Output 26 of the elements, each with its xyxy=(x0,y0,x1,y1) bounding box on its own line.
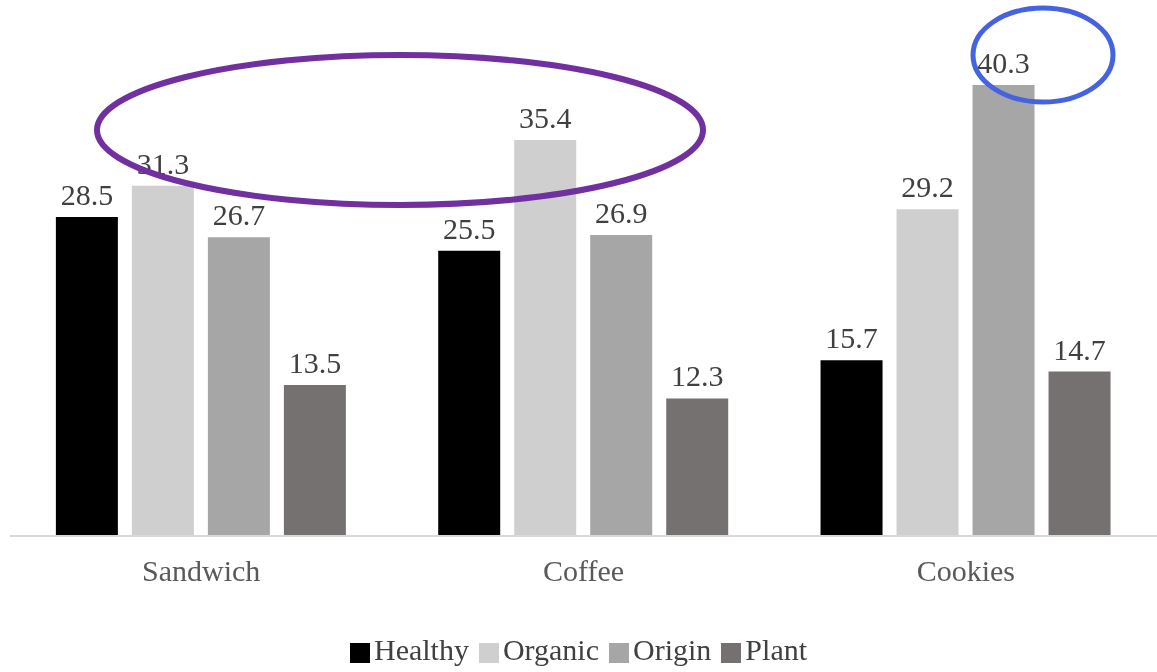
data-label: 15.7 xyxy=(825,321,878,355)
bar xyxy=(820,360,883,536)
bar xyxy=(207,237,270,536)
data-label: 26.9 xyxy=(594,196,648,230)
bar xyxy=(283,384,346,536)
bar xyxy=(55,217,118,536)
bar xyxy=(1048,371,1111,536)
data-label: 12.3 xyxy=(670,359,724,393)
data-label: 35.4 xyxy=(518,100,572,134)
data-label: 14.7 xyxy=(1053,332,1106,366)
data-label: 40.3 xyxy=(977,46,1030,80)
data-label: 13.5 xyxy=(288,345,342,379)
x-tick-label: Cookies xyxy=(916,554,1016,588)
x-tick-label: Sandwich xyxy=(142,554,261,588)
legend-label: Organic xyxy=(502,633,600,666)
legend-label: Plant xyxy=(745,633,808,666)
data-label: 26.7 xyxy=(212,198,266,232)
legend-label: Origin xyxy=(633,633,712,666)
legend-label: Healthy xyxy=(373,633,469,666)
bar xyxy=(666,398,729,536)
bar xyxy=(438,250,501,536)
data-label: 29.2 xyxy=(901,170,954,204)
data-label: 28.5 xyxy=(60,178,114,212)
x-tick-label: Coffee xyxy=(542,554,625,588)
data-label: 25.5 xyxy=(442,211,496,245)
bar xyxy=(590,235,653,536)
